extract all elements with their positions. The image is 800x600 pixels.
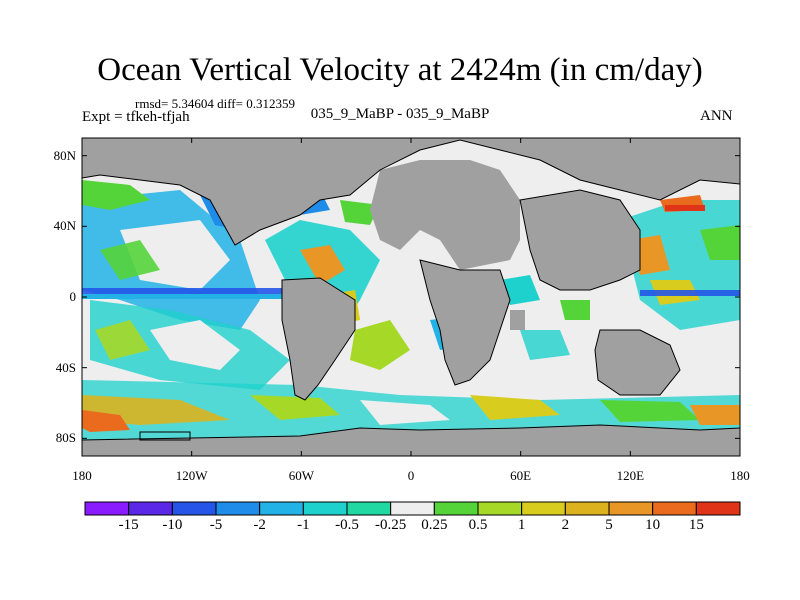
lon-label: 0 [407, 468, 415, 483]
colorbar-label: 1 [517, 517, 526, 533]
colorbar-label: -15 [118, 517, 139, 533]
lon-label: 120W [175, 468, 208, 483]
land-asia [520, 190, 640, 290]
land-north [82, 138, 740, 245]
colorbar-box [171, 501, 217, 516]
experiment-label: Expt = tfkeh-tfjah [82, 109, 190, 125]
colorbar-label: -1 [297, 517, 310, 533]
case-label: 035_9_MaBP - 035_9_MaBP [310, 106, 490, 122]
lat-label: 0 [69, 289, 77, 304]
land-africa [420, 260, 510, 385]
lat-label: 80N [53, 147, 76, 163]
coastlines [82, 139, 740, 441]
land-australia [595, 330, 680, 395]
colorbar-box [215, 501, 261, 516]
lon-label: 180 [730, 468, 750, 483]
colorbar-label: 0.25 [421, 517, 448, 533]
colorbar-box [521, 501, 566, 516]
land-south-america [282, 278, 355, 400]
colorbar-box [84, 501, 130, 516]
colorbar-box [259, 501, 304, 516]
colorbar-label: -2 [253, 517, 266, 533]
colorbar-label: -0.5 [335, 517, 359, 533]
colorbar-label: 5 [605, 517, 613, 533]
season-label: ANN [700, 108, 733, 124]
ocean-field [82, 142, 740, 440]
stats-text: rmsd= 5.34604 diff= 0.312359 [135, 96, 295, 111]
colorbar-label: -0.25 [375, 517, 407, 533]
colorbar-label: 10 [645, 517, 661, 533]
colorbar-box [477, 501, 523, 516]
lat-label: 40N [53, 218, 76, 234]
colorbar-box [433, 501, 479, 516]
colorbar-box [652, 501, 697, 516]
lat-label: 40S [55, 359, 76, 375]
colorbar-box [390, 501, 435, 516]
colorbar-box [128, 501, 173, 516]
colorbar-box [302, 501, 348, 516]
colorbar-label: -10 [162, 517, 183, 533]
lon-label: 180 [72, 468, 92, 483]
lon-label: 60W [288, 468, 314, 483]
land-eurasia-africa [370, 160, 520, 270]
colorbar-label: -5 [209, 517, 223, 533]
colorbar-label: 2 [561, 517, 570, 533]
colorbar-label: 15 [688, 517, 704, 533]
colorbar-box [564, 501, 610, 516]
lon-label: 60E [510, 468, 532, 483]
colorbar-box [608, 501, 654, 516]
land-mask [82, 138, 740, 456]
colorbar-box [346, 501, 392, 516]
colorbar-box [695, 501, 741, 516]
lon-label: 120E [616, 468, 645, 483]
land-antarctica [82, 440, 740, 456]
colorbar-label: 0.5 [468, 517, 488, 533]
lat-label: 80S [55, 430, 76, 446]
colorbar [84, 501, 741, 516]
plot-title: Ocean Vertical Velocity at 2424m (in cm/… [97, 52, 703, 88]
